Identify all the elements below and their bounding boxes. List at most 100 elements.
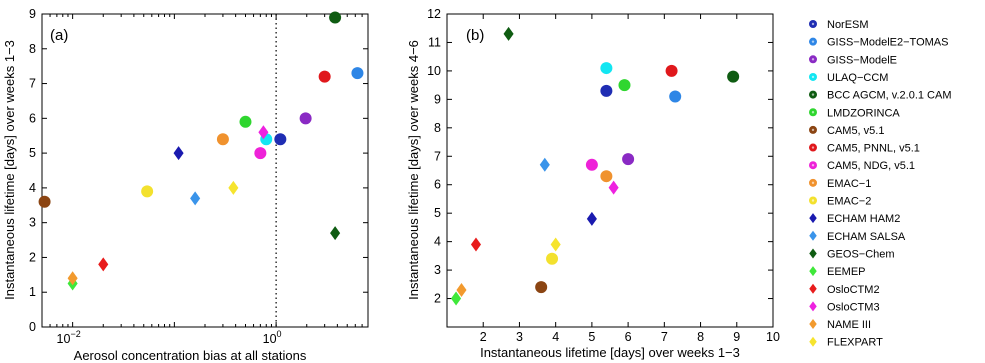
legend-marker-highlight	[811, 111, 815, 114]
panel-b-point-cam5-v5-1	[535, 281, 548, 294]
panel-a-ytick-label: 9	[29, 7, 36, 21]
panel-a-point-geos-chem	[330, 226, 341, 241]
panel-b-point-lmdzorinca	[618, 79, 631, 92]
legend-item-emac-1: EMAC−1	[809, 178, 871, 190]
legend-marker-highlight	[811, 146, 815, 149]
legend-item-echam-ham2: ECHAM HAM2	[809, 213, 900, 225]
panel-a-label: (a)	[50, 27, 68, 44]
panel-a-ytick-label: 6	[29, 111, 36, 125]
panel-a-point-emac-1	[216, 133, 229, 146]
legend-marker-diamond	[809, 248, 817, 259]
legend-item-echam-salsa: ECHAM SALSA	[809, 230, 906, 243]
legend-marker-highlight	[811, 22, 815, 26]
legend-label: OsloCTM3	[827, 301, 880, 313]
legend-label: GEOS−Chem	[827, 248, 895, 260]
panel-b-xtick-label: 6	[625, 330, 632, 344]
panel-a-axes: 0 1 2 3 4 5 6 7 8 9 10−2 100	[29, 7, 369, 346]
legend-label: CAM5, v5.1	[827, 125, 884, 137]
legend-marker-diamond	[809, 266, 817, 277]
legend-item-noresm: NorESM	[809, 19, 869, 31]
panel-b-point-emac-2	[546, 252, 559, 265]
legend-marker-diamond	[809, 301, 817, 312]
legend-label: NorESM	[827, 19, 869, 31]
panel-b-point-giss-modele2-tomas	[669, 90, 682, 103]
legend-label: EEMEP	[827, 266, 866, 278]
legend-marker-highlight	[811, 75, 815, 79]
panel-b-point-name-iii	[456, 283, 467, 298]
panel-a-point-giss-modele	[299, 112, 312, 125]
panel-a-point-echam-ham2	[173, 146, 184, 161]
panel-b-y-axis-label: Instantaneous lifetime [days] over weeks…	[406, 40, 421, 300]
panel-a-ytick-label: 0	[29, 320, 36, 334]
legend-item-lmdzorinca: LMDZORINCA	[809, 107, 900, 119]
legend-label: ECHAM HAM2	[827, 213, 900, 225]
panel-a-ytick-label: 7	[29, 77, 36, 91]
legend-marker-highlight	[811, 40, 815, 43]
legend-item-giss-modele2-tomas: GISS−ModelE2−TOMAS	[809, 37, 948, 49]
panel-a-frame	[41, 13, 369, 328]
panel-a-scatter: (a) Aerosol concentration bias at all st…	[2, 7, 369, 363]
panel-b-xtick-label: 4	[552, 330, 559, 344]
panel-b-ytick-label: 6	[434, 178, 441, 192]
legend-item-emac-2: EMAC−2	[809, 196, 871, 208]
legend-marker-highlight	[811, 58, 815, 61]
legend-label: BCC AGCM, v.2.0.1 CAM	[827, 90, 952, 102]
panel-b-label: (b)	[466, 27, 484, 44]
legend-label: LMDZORINCA	[827, 107, 900, 119]
legend-marker-highlight	[811, 93, 815, 96]
panel-b-xtick-label: 2	[480, 330, 487, 344]
legend-marker-diamond	[809, 336, 817, 347]
panel-a-ytick-label: 4	[29, 181, 36, 195]
legend-label: EMAC−2	[827, 196, 871, 208]
panel-b-x-axis-label: Instantaneous lifetime [days] over weeks…	[480, 345, 740, 360]
legend-item-flexpart: FLEXPART	[809, 336, 883, 349]
panel-b-axes: 2 3 4 5 6 7 8 9 10 11 12 2 3 4 5 6 7 8 9 10	[427, 7, 780, 344]
legend-marker-highlight	[811, 128, 815, 132]
panel-b-point-geos-chem	[503, 26, 514, 41]
panel-a-point-bcc-agcm-v-2-0-1-cam	[329, 11, 342, 24]
panel-b-ytick-label: 9	[434, 92, 441, 106]
legend-label: ECHAM SALSA	[827, 231, 906, 243]
legend-item-bcc-agcm-v-2-0-1-cam: BCC AGCM, v.2.0.1 CAM	[809, 90, 952, 102]
panel-a-point-echam-salsa	[190, 191, 201, 206]
panel-a-point-osloctm3	[258, 125, 269, 140]
legend-label: FLEXPART	[827, 337, 883, 349]
panel-b-point-flexpart	[550, 237, 561, 252]
panel-b-xtick-label: 10	[766, 330, 780, 344]
legend-label: OsloCTM2	[827, 284, 880, 296]
panel-b-ytick-label: 8	[434, 121, 441, 135]
legend-item-geos-chem: GEOS−Chem	[809, 248, 895, 260]
panel-a-point-noresm	[274, 133, 287, 146]
legend-label: CAM5, PNNL, v5.1	[827, 143, 920, 155]
legend-label: GISS−ModelE	[827, 54, 897, 66]
panel-a-xtick-label: 100	[263, 329, 282, 346]
panel-a-point-lmdzorinca	[239, 115, 252, 128]
panel-a-y-axis-label: Instantaneous lifetime [days] over weeks…	[2, 40, 17, 300]
legend-label: CAM5, NDG, v5.1	[827, 160, 915, 172]
legend-item-name-iii: NAME III	[809, 319, 871, 331]
panel-b-point-eemep	[451, 291, 462, 306]
panel-b-point-cam5-pnnl-v5-1	[665, 64, 678, 77]
legend-marker-diamond	[809, 230, 817, 241]
panel-a-ytick-label: 5	[29, 146, 36, 160]
panel-b-point-osloctm3	[608, 180, 619, 195]
panel-b-xtick-label: 9	[733, 330, 740, 344]
panel-b-ytick-label: 3	[434, 263, 441, 277]
panel-b-point-osloctm2	[470, 237, 482, 252]
panel-a-point-cam5-v5-1	[38, 195, 51, 208]
panel-a-ytick-label: 3	[29, 216, 36, 230]
panel-a-point-cam5-pnnl-v5-1	[318, 70, 331, 83]
panel-a-point-osloctm2	[98, 257, 109, 272]
legend-label: ULAQ−CCM	[827, 72, 888, 84]
panel-b-ytick-label: 10	[427, 64, 441, 78]
panel-a-point-name-iii	[67, 271, 78, 286]
panel-b-points	[451, 26, 740, 306]
panel-b-ytick-label: 2	[434, 292, 441, 306]
panel-b-frame	[446, 13, 774, 328]
legend: NorESM GISS−ModelE2−TOMAS GISS−ModelE ULAQ−…	[809, 19, 952, 349]
panel-b-xtick-label: 7	[661, 330, 668, 344]
legend-marker-diamond	[809, 213, 817, 224]
panel-b-point-emac-1	[600, 170, 613, 183]
panel-a-x-axis-label: Aerosol concentration bias at all statio…	[74, 348, 307, 363]
panel-a-point-flexpart	[228, 180, 239, 195]
